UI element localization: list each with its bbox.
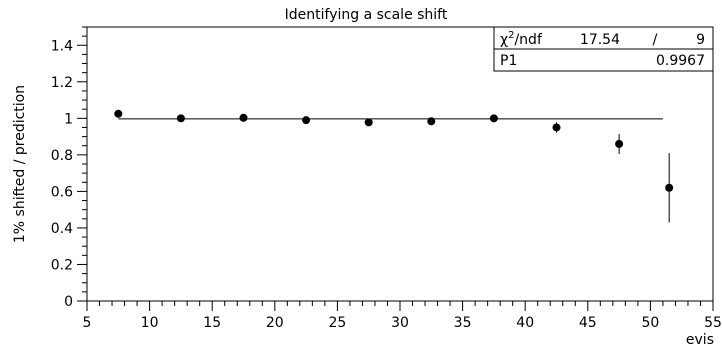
- data-point: [302, 116, 311, 125]
- data-point: [615, 133, 624, 154]
- point-marker: [552, 123, 561, 132]
- point-marker: [364, 118, 373, 127]
- y-tick-label: 0.6: [51, 184, 73, 200]
- chart-title: Identifying a scale shift: [285, 7, 448, 23]
- y-tick-label: 0: [64, 294, 73, 310]
- point-marker: [302, 116, 311, 125]
- x-tick-label: 5: [83, 315, 92, 331]
- x-tick-label: 25: [328, 315, 346, 331]
- y-tick-label: 1: [64, 111, 73, 127]
- data-point: [489, 114, 498, 123]
- x-tick-label: 30: [391, 315, 409, 331]
- point-marker: [239, 113, 248, 122]
- y-tick-label: 1.4: [51, 38, 73, 54]
- point-marker: [114, 109, 123, 118]
- x-tick-label: 45: [579, 315, 597, 331]
- stats-p1-name: P1: [500, 53, 517, 69]
- x-tick-label: 50: [641, 315, 659, 331]
- x-tick-label: 40: [516, 315, 534, 331]
- data-point: [176, 114, 185, 123]
- data-point: [665, 153, 674, 223]
- x-tick-label: 10: [141, 315, 159, 331]
- stats-chi2-separator: /: [653, 32, 658, 48]
- data-point: [552, 122, 561, 133]
- x-axis-title: evis: [686, 332, 714, 348]
- stats-p1-value: 0.9967: [656, 53, 705, 69]
- y-axis-title: 1% shifted / prediction: [12, 85, 28, 243]
- data-point: [114, 109, 123, 118]
- stats-chi2-name: χ2/ndf: [500, 30, 543, 48]
- point-marker: [489, 114, 498, 123]
- x-tick-label: 35: [454, 315, 472, 331]
- stats-ndf-value: 9: [696, 32, 705, 48]
- data-point: [427, 117, 436, 126]
- y-tick-label: 0.2: [51, 257, 73, 273]
- x-tick-label: 55: [704, 315, 722, 331]
- y-tick-label: 0.4: [51, 221, 73, 237]
- point-marker: [176, 114, 185, 123]
- point-marker: [615, 139, 624, 148]
- data-point: [364, 118, 373, 127]
- x-tick-label: 15: [203, 315, 221, 331]
- y-tick-label: 0.8: [51, 148, 73, 164]
- point-marker: [665, 183, 674, 192]
- x-axis: 5 10 15 20 25 30 35 40 45 50 55: [83, 301, 722, 331]
- stats-box: χ2/ndf 17.54 / 9 P1 0.9967: [493, 26, 714, 72]
- point-marker: [427, 117, 436, 126]
- data-point: [239, 113, 248, 122]
- y-tick-label: 1.2: [51, 75, 73, 91]
- data-points: [114, 109, 674, 223]
- x-tick-label: 20: [266, 315, 284, 331]
- y-axis: 0 0.2 0.4 0.6 0.8 1 1.2 1.4: [51, 26, 87, 310]
- stats-chi2-value: 17.54: [580, 32, 620, 48]
